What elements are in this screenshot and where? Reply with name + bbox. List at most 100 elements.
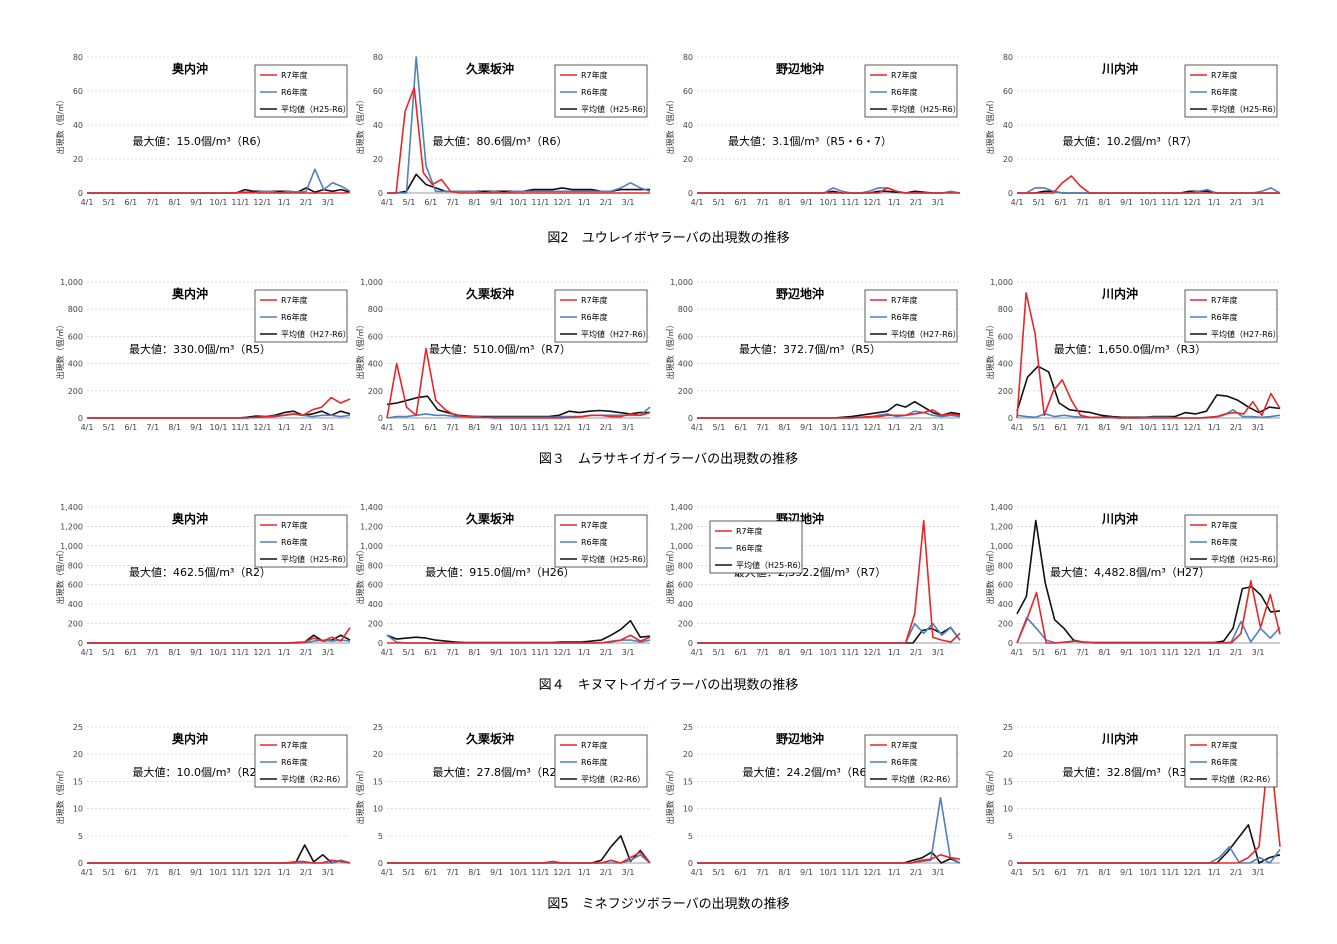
y-tick-label: 25 (683, 723, 693, 732)
chart-title: 奥内沖 (172, 286, 208, 301)
legend-label: 平均値（H27-R6） (581, 329, 651, 339)
x-tick-label: 5/1 (402, 868, 415, 877)
y-axis-label: 出現数（個/㎥） (665, 546, 675, 605)
x-tick-label: 7/1 (446, 648, 459, 657)
y-axis-label: 出現数（個/㎥） (665, 96, 675, 155)
y-tick-label: 0 (688, 189, 693, 198)
x-tick-label: 4/1 (691, 423, 704, 432)
y-tick-label: 1,200 (670, 522, 693, 531)
x-tick-label: 10/1 (210, 648, 228, 657)
x-tick-label: 1/1 (278, 423, 291, 432)
legend-label: 平均値（H25-R6） (581, 554, 651, 564)
x-tick-label: 7/1 (756, 648, 769, 657)
y-tick-label: 600 (678, 581, 693, 590)
x-tick-label: 5/1 (402, 198, 415, 207)
y-tick-label: 20 (373, 750, 383, 759)
x-tick-label: 6/1 (1054, 868, 1067, 877)
x-tick-label: 10/1 (510, 198, 528, 207)
y-axis-label: 出現数（個/㎥） (985, 96, 995, 155)
y-tick-label: 200 (998, 620, 1013, 629)
x-tick-label: 10/1 (820, 423, 838, 432)
x-tick-label: 11/1 (1161, 868, 1179, 877)
x-tick-label: 4/1 (1011, 868, 1024, 877)
y-tick-label: 20 (1003, 155, 1013, 164)
max-value-label: 最大値：462.5個/m³（R2） (129, 565, 271, 579)
x-tick-label: 8/1 (778, 198, 791, 207)
legend-label: R7年度 (281, 295, 308, 305)
y-tick-label: 800 (678, 305, 693, 314)
chart-title: 久栗坂沖 (466, 731, 514, 746)
y-tick-label: 0 (1008, 639, 1013, 648)
max-value-label: 最大値：24.2個/m³（R6） (743, 765, 878, 779)
y-tick-label: 80 (683, 53, 693, 62)
y-tick-label: 80 (73, 53, 83, 62)
x-tick-label: 5/1 (102, 198, 115, 207)
x-tick-label: 10/1 (1140, 198, 1158, 207)
x-tick-label: 10/1 (820, 648, 838, 657)
line-chart: 0 5 10 15 20 25 出現数（個/㎥） 4/1 5/1 6/1 7/1 8/1 9/1 10/1… (55, 723, 351, 877)
y-tick-label: 0 (1008, 414, 1013, 423)
x-tick-label: 11/1 (841, 423, 859, 432)
legend-label: R7年度 (891, 70, 918, 80)
x-tick-label: 12/1 (1183, 198, 1201, 207)
y-tick-label: 15 (1003, 777, 1013, 786)
y-tick-label: 800 (678, 561, 693, 570)
x-tick-label: 3/1 (932, 868, 945, 877)
legend-label: R6年度 (281, 757, 308, 767)
figure-caption: 図４ キヌマトイガイラーバの出現数の推移 (538, 678, 799, 693)
x-tick-label: 10/1 (1140, 868, 1158, 877)
chart-title: 奥内沖 (172, 61, 208, 76)
x-tick-label: 10/1 (510, 868, 528, 877)
max-value-label: 最大値：3.1個/m³（R5・6・7） (728, 134, 892, 148)
y-tick-label: 0 (378, 189, 383, 198)
x-tick-label: 7/1 (1076, 648, 1089, 657)
y-tick-label: 25 (373, 723, 383, 732)
y-tick-label: 0 (78, 859, 83, 868)
chart-panel: 0 200 400 600 800 1,000 1,200 1,400 出現数（個/㎥） 4/1 5… (985, 495, 1285, 680)
y-tick-label: 5 (378, 832, 383, 841)
x-tick-label: 6/1 (124, 198, 137, 207)
y-tick-label: 600 (68, 581, 83, 590)
series-line-r7 (697, 409, 961, 419)
x-tick-label: 7/1 (446, 198, 459, 207)
x-tick-label: 3/1 (322, 423, 335, 432)
x-tick-label: 8/1 (168, 198, 181, 207)
chart-title: 川内沖 (1101, 61, 1138, 76)
y-tick-label: 600 (998, 581, 1013, 590)
y-tick-label: 600 (678, 332, 693, 341)
x-tick-label: 7/1 (446, 868, 459, 877)
figure-caption: 図３ ムラサキイガイラーバの出現数の推移 (538, 452, 799, 467)
series-line-average (87, 844, 351, 864)
y-tick-label: 1,000 (670, 542, 693, 551)
x-tick-label: 5/1 (102, 868, 115, 877)
x-tick-label: 12/1 (863, 868, 881, 877)
series-line-r7 (1016, 580, 1281, 644)
x-tick-label: 1/1 (1208, 423, 1221, 432)
x-tick-label: 9/1 (1120, 868, 1133, 877)
legend-label: 平均値（R2-R6） (281, 774, 345, 784)
y-tick-label: 200 (68, 387, 83, 396)
series-line-r7 (697, 854, 961, 864)
chart-panel: 0 200 400 600 800 1,000 出現数（個/㎥） 4/1 5/1 6/1 7/1 8/… (55, 270, 355, 455)
legend-label: 平均値（H27-R6） (1211, 329, 1281, 339)
y-tick-label: 15 (73, 777, 83, 786)
y-tick-label: 1,000 (360, 278, 383, 287)
y-axis-label: 出現数（個/㎥） (985, 766, 995, 825)
x-tick-label: 4/1 (691, 648, 704, 657)
y-tick-label: 200 (678, 387, 693, 396)
x-tick-label: 6/1 (424, 648, 437, 657)
x-tick-label: 1/1 (578, 423, 591, 432)
line-chart: 0 5 10 15 20 25 出現数（個/㎥） 4/1 5/1 6/1 7/1 8/1 9/1 10/1… (665, 723, 961, 877)
x-tick-label: 7/1 (1076, 198, 1089, 207)
y-tick-label: 1,000 (990, 278, 1013, 287)
series-line-average (387, 835, 651, 864)
x-tick-label: 1/1 (888, 423, 901, 432)
chart-panel: 0 200 400 600 800 1,000 1,200 1,400 出現数（個/㎥） 4/1 5… (665, 495, 965, 680)
x-tick-label: 6/1 (734, 648, 747, 657)
figure-caption: 図5 ミネフジツボラーバの出現数の推移 (547, 897, 790, 912)
legend-label: R6年度 (581, 312, 608, 322)
x-tick-label: 12/1 (863, 198, 881, 207)
legend-label: 平均値（R2-R6） (581, 774, 645, 784)
y-tick-label: 400 (368, 360, 383, 369)
x-tick-label: 5/1 (712, 648, 725, 657)
